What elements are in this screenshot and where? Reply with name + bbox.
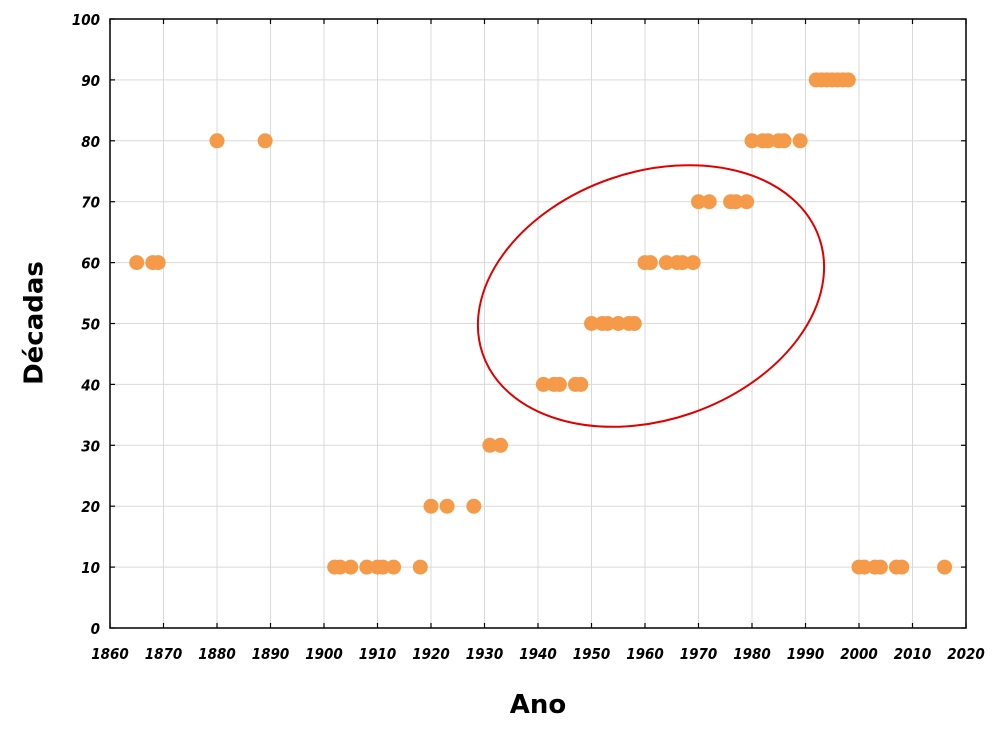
data-point (482, 437, 498, 453)
data-point (257, 133, 273, 149)
data-points (129, 72, 953, 575)
x-tick-label: 2010 (894, 645, 932, 663)
y-tick-label: 70 (81, 194, 100, 212)
data-point (658, 255, 674, 271)
data-point (937, 559, 953, 575)
axis-ticks (109, 18, 967, 629)
x-tick-label: 1930 (466, 645, 504, 663)
data-point (535, 376, 551, 392)
x-axis-title: Ano (510, 690, 567, 720)
data-point (573, 376, 589, 392)
data-point (840, 72, 856, 88)
x-tick-label: 1950 (573, 645, 611, 663)
data-point (872, 559, 888, 575)
data-point (685, 255, 701, 271)
data-point (600, 316, 616, 331)
data-point (209, 133, 225, 149)
y-tick-label: 30 (81, 437, 100, 455)
data-point (674, 255, 690, 271)
y-tick-label: 40 (81, 376, 100, 394)
x-tick-label: 1890 (252, 645, 290, 663)
data-point (386, 559, 402, 575)
data-point (343, 559, 359, 575)
x-tick-label: 1990 (787, 645, 825, 663)
data-point (423, 498, 439, 514)
y-tick-label: 50 (81, 316, 100, 334)
data-point (332, 559, 348, 575)
x-tick-label: 2000 (840, 645, 878, 663)
data-point (129, 255, 145, 271)
data-point (466, 498, 482, 514)
highlight-ellipse (476, 164, 826, 428)
y-tick-label: 60 (81, 255, 100, 273)
x-tick-label: 1910 (359, 645, 397, 663)
data-point (551, 376, 567, 392)
data-point (626, 316, 642, 331)
y-tick-label: 90 (81, 72, 100, 90)
data-point (610, 316, 626, 331)
x-tick-label: 1960 (626, 645, 664, 663)
data-point (584, 316, 599, 331)
x-tick-labels: 1860 1870 1880 1890 1900 1910 1920 1930 1940 1950… (91, 645, 985, 663)
data-point (412, 559, 428, 575)
x-tick-label: 1900 (305, 645, 343, 663)
x-tick-label: 1970 (680, 645, 718, 663)
y-tick-label: 10 (81, 559, 100, 577)
data-point (439, 498, 455, 514)
x-tick-label: 1880 (198, 645, 236, 663)
x-tick-label: 1940 (519, 645, 557, 663)
data-point (642, 255, 658, 271)
grid-lines (110, 19, 966, 628)
data-point (701, 194, 717, 210)
y-tick-label: 100 (72, 11, 100, 29)
y-tick-label: 20 (81, 498, 100, 516)
data-point (856, 559, 872, 575)
y-axis-title: Décadas (20, 261, 50, 385)
x-tick-label: 1920 (412, 645, 450, 663)
data-point (493, 437, 509, 453)
data-point (728, 194, 744, 210)
x-tick-label: 1870 (145, 645, 183, 663)
x-tick-label: 2020 (947, 645, 985, 663)
y-tick-label: 80 (81, 133, 100, 151)
data-point (792, 133, 808, 149)
data-point (739, 194, 755, 210)
data-point (691, 194, 706, 210)
data-point (894, 559, 910, 575)
data-point (760, 133, 776, 149)
y-tick-labels: 0 10 20 30 40 50 60 70 80 90 100 (72, 11, 100, 638)
data-point (375, 559, 391, 575)
y-tick-label: 0 (91, 620, 100, 638)
x-tick-label: 1980 (733, 645, 771, 663)
data-point (150, 255, 166, 271)
data-point (359, 559, 375, 575)
x-tick-label: 1860 (91, 645, 129, 663)
data-point (744, 133, 760, 149)
data-point (776, 133, 792, 149)
